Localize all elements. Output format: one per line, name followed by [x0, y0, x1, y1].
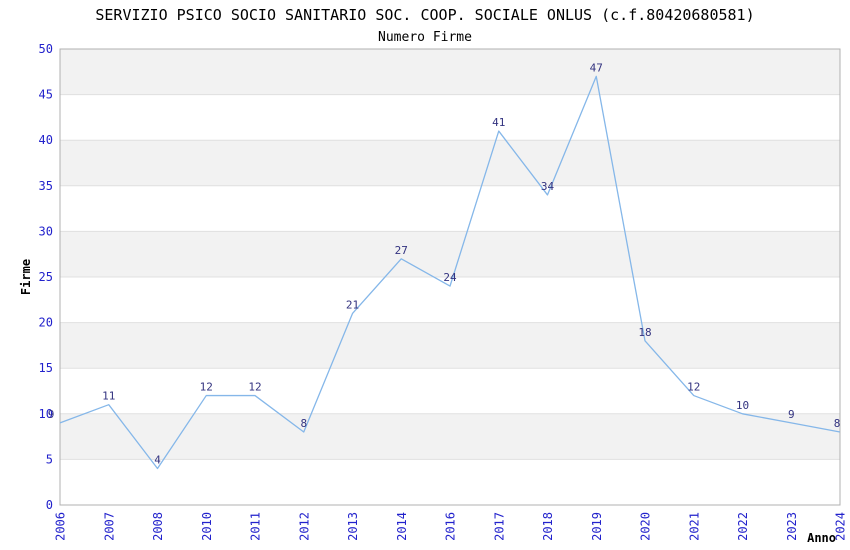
x-tick-label: 2008 [151, 512, 165, 541]
y-tick-label: 10 [39, 407, 53, 421]
data-label: 24 [443, 271, 457, 284]
x-tick-label: 2020 [639, 512, 653, 541]
x-tick-label: 2012 [297, 512, 311, 541]
data-label: 34 [541, 180, 555, 193]
x-tick-label: 2006 [54, 512, 68, 541]
y-tick-label: 30 [39, 224, 53, 238]
y-tick-label: 45 [39, 88, 53, 102]
x-tick-label: 2014 [395, 512, 409, 541]
grid-band [60, 413, 840, 460]
data-label: 12 [248, 381, 261, 394]
x-tick-label: 2016 [444, 512, 458, 541]
x-axis-title: Anno [807, 531, 836, 545]
chart-title: SERVIZIO PSICO SOCIO SANITARIO SOC. COOP… [95, 6, 754, 24]
plot-layer: 0 5 10 15 20 25 30 35 40 45 50 2006 2007 2008 2010 2011… [39, 42, 848, 541]
x-tick-label: 2011 [249, 512, 263, 541]
data-label: 11 [102, 390, 115, 403]
data-label: 47 [590, 61, 603, 74]
x-tick-label: 2023 [785, 512, 799, 541]
y-tick-label: 35 [39, 179, 53, 193]
data-label: 9 [788, 408, 795, 421]
x-tick-label: 2017 [492, 512, 506, 541]
grid-band [60, 49, 840, 95]
grid-band [60, 140, 840, 186]
y-tick-label: 50 [39, 42, 53, 56]
data-label: 4 [154, 454, 161, 467]
y-tick-label: 15 [39, 361, 53, 375]
data-line [59, 75, 841, 470]
data-label: 41 [492, 116, 505, 129]
data-label: 10 [736, 399, 749, 412]
data-label: 21 [346, 298, 359, 311]
y-tick-label: 5 [46, 452, 53, 466]
x-tick-label: 2010 [200, 512, 214, 541]
data-label: 9 [48, 408, 55, 421]
plot-border [59, 48, 841, 506]
x-tick-label: 2019 [590, 512, 604, 541]
x-tick-label: 2007 [102, 512, 116, 541]
grid-band [60, 231, 840, 277]
y-tick-label: 20 [39, 316, 53, 330]
data-label: 12 [200, 381, 213, 394]
data-label: 8 [300, 417, 307, 430]
x-tick-label: 2018 [541, 512, 555, 541]
x-tick-label: 2021 [687, 512, 701, 541]
y-axis-title: Firme [19, 259, 33, 295]
x-tick-label: 2022 [736, 512, 750, 541]
data-label: 12 [687, 381, 700, 394]
chart-subtitle: Numero Firme [378, 30, 472, 45]
x-tick-label: 2013 [346, 512, 360, 541]
y-tick-label: 0 [46, 498, 53, 512]
grid-band [60, 322, 840, 369]
data-label: 8 [834, 417, 841, 430]
y-tick-label: 25 [39, 270, 53, 284]
data-label: 27 [395, 244, 408, 257]
data-label: 18 [638, 326, 651, 339]
y-tick-label: 40 [39, 133, 53, 147]
x-tick-label: 2024 [834, 512, 848, 541]
